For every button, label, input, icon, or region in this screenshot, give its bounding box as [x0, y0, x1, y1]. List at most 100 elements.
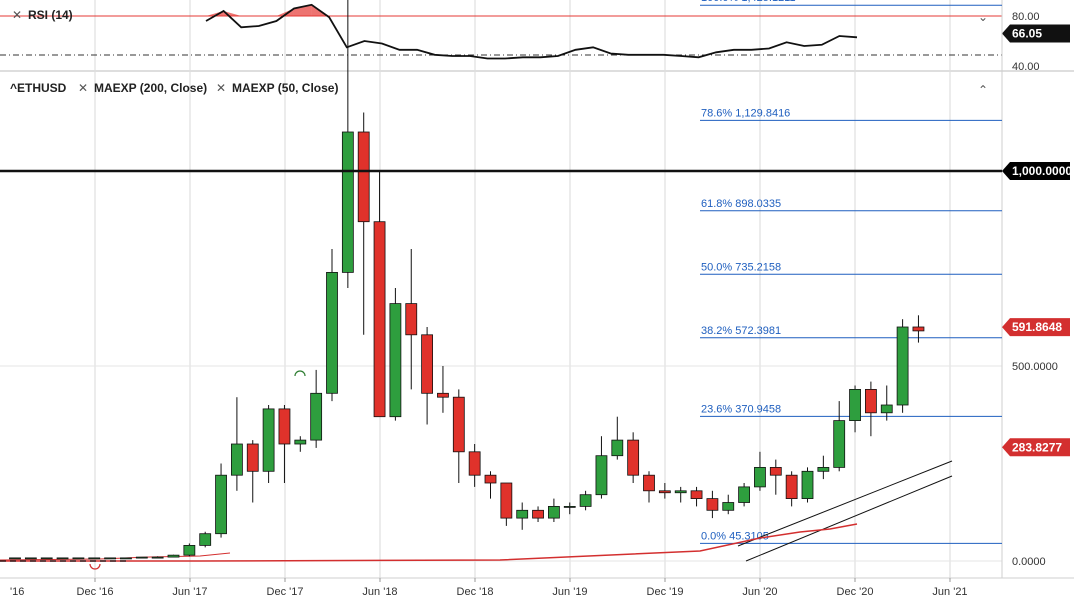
fib-level-label: 78.6% 1,129.8416	[701, 107, 790, 119]
candle-down	[484, 474, 497, 484]
rsi-close-icon[interactable]: ✕	[12, 8, 22, 22]
candle-up	[120, 557, 132, 560]
last-price-badge-text: 591.8648	[1012, 320, 1062, 334]
candle-up	[754, 466, 766, 488]
y-axis: 3,500.00003,000.00002,500.00002,000.0000…	[1012, 361, 1058, 568]
rsi-tick-80: 80.00	[1012, 11, 1040, 23]
candle-down	[468, 451, 481, 476]
candle-up	[389, 303, 402, 418]
fib-level-label: 50.0% 735.2158	[701, 261, 781, 273]
y-tick-label: 0.0000	[1012, 556, 1046, 568]
fib-level-label: 0.0% 45.3105	[701, 530, 769, 542]
candle-up	[72, 557, 85, 560]
candle-up	[833, 420, 846, 468]
fibonacci-levels: 261.8% 3,657.6547161.8% 2,277.8441127.2%…	[700, 0, 1002, 544]
candle-down	[278, 408, 291, 445]
ema-200-close-icon[interactable]: ✕	[78, 81, 88, 95]
ema-50-line	[0, 552, 231, 561]
x-tick-label: Jun '18	[362, 586, 397, 598]
candle-down	[658, 490, 671, 494]
ema-50-close-icon[interactable]: ✕	[216, 81, 226, 95]
candle-up	[896, 326, 909, 406]
candle-up	[326, 271, 338, 394]
candle-up	[595, 455, 608, 496]
fib-level-label: 23.6% 370.9458	[701, 403, 781, 415]
x-tick-label: Jun '17	[172, 586, 207, 598]
candle-down	[373, 221, 386, 418]
trend-channel-upper	[737, 460, 953, 547]
candle-down	[785, 474, 798, 500]
x-tick-label: Dec '16	[77, 586, 114, 598]
candle-up	[817, 466, 830, 472]
candle-down	[357, 131, 370, 223]
ema-200-label: MAEXP (200, Close)	[94, 81, 207, 95]
y-tick-label: 500.0000	[1012, 361, 1058, 373]
candle-down	[246, 443, 259, 472]
candle-down	[912, 326, 925, 332]
candle-down	[865, 388, 877, 414]
candle-down	[643, 474, 655, 492]
trend-channel-lower	[745, 475, 953, 562]
candle-up	[230, 443, 243, 476]
candle-down	[452, 396, 465, 453]
ema-200-line	[0, 523, 858, 562]
candle-down	[500, 482, 513, 519]
rsi-value-text: 66.05	[1012, 26, 1042, 40]
symbol-label: ^ETHUSD	[10, 81, 67, 95]
candle-down	[690, 490, 703, 499]
x-tick-label: Dec '18	[457, 586, 494, 598]
fib-level-label: 61.8% 898.0335	[701, 198, 781, 210]
candle-up	[88, 557, 101, 560]
candle-up	[262, 408, 275, 472]
candle-up	[24, 557, 37, 560]
candle-down	[405, 303, 418, 336]
ema-price-badge-text: 283.8277	[1012, 440, 1062, 454]
candle-down	[437, 392, 449, 398]
candle-down	[532, 509, 544, 519]
rsi-collapse-icon[interactable]: ⌄	[978, 10, 988, 24]
candle-up	[548, 505, 560, 519]
high-marker-icon	[294, 370, 306, 377]
candle-up	[722, 502, 735, 511]
candle-up	[56, 557, 69, 560]
price-collapse-icon[interactable]: ⌃	[978, 83, 988, 97]
hline-badge-text: 1,000.0000	[1012, 164, 1072, 178]
candle-up	[183, 545, 196, 556]
rsi-overbought-area	[206, 11, 224, 16]
x-axis: '16 Dec '16 Jun '17 Dec '17 Jun '18 Dec '18 Ju…	[10, 578, 968, 598]
rsi-label: RSI (14)	[28, 8, 73, 22]
last-price-badge-shape	[1002, 318, 1070, 337]
candle-down	[421, 334, 434, 394]
low-marker-icon	[89, 563, 101, 570]
candle-up	[611, 439, 624, 457]
candle-down	[769, 466, 782, 476]
price-badges: 1,000.0000 591.8648 283.8277	[1002, 162, 1072, 457]
rsi-line	[205, 3, 858, 60]
hline-badge-shape	[1002, 162, 1070, 180]
rsi-overbought-fill	[206, 4, 330, 16]
candle-up	[880, 404, 893, 414]
x-tick-label: Dec '19	[647, 586, 684, 598]
candle-up	[9, 557, 21, 560]
x-tick-label: '16	[10, 586, 24, 598]
fib-level-label: 38.2% 572.3981	[701, 325, 781, 337]
rsi-grid	[94, 0, 951, 70]
candle-up	[135, 556, 148, 559]
ema-price-badge-shape	[1002, 438, 1070, 457]
x-tick-label: Dec '20	[837, 586, 874, 598]
candle-up	[516, 509, 529, 519]
candle-up	[151, 556, 164, 559]
rsi-overbought-area	[276, 8, 294, 16]
candle-up	[104, 557, 116, 560]
candle-up	[167, 554, 180, 558]
x-tick-label: Dec '17	[267, 586, 304, 598]
fib-level-label: 100.0% 1,425.1211	[701, 0, 796, 4]
rsi-value-badge: 66.05	[1002, 24, 1070, 43]
candle-up	[579, 494, 592, 507]
candle-up	[341, 131, 354, 273]
candlesticks	[9, 0, 925, 560]
candle-up	[215, 474, 227, 535]
candle-up	[801, 470, 814, 499]
trend-channel	[737, 460, 953, 562]
candle-up	[738, 486, 750, 503]
